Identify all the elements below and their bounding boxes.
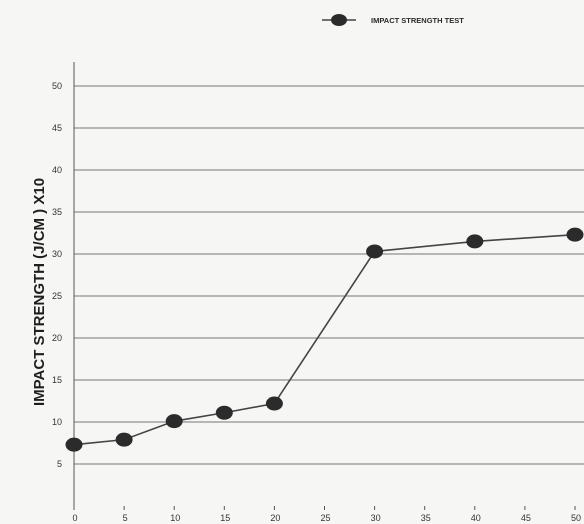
y-tick-label: 15 (52, 375, 62, 385)
series-line (73, 233, 576, 446)
data-point-x10 (165, 414, 183, 429)
data-point-x50 (566, 227, 584, 242)
x-tick-label: 25 (320, 513, 330, 523)
data-point-x5 (115, 432, 133, 447)
data-point-x30 (366, 244, 384, 259)
y-axis-title: IMPACT STRENGTH (J/CM ) X10 (31, 178, 48, 406)
x-tick-label: 15 (220, 513, 230, 523)
x-tick-label: 5 (123, 513, 128, 523)
x-tick-label: 40 (471, 513, 481, 523)
y-tick-label: 5 (57, 459, 62, 469)
y-tick-label: 40 (52, 165, 62, 175)
data-point-x40 (466, 234, 484, 249)
x-tick-labels: 0 5 10 15 20 25 30 35 40 45 50 (72, 506, 581, 523)
y-tick-label: 20 (52, 333, 62, 343)
x-tick-label: 0 (72, 513, 77, 523)
y-tick-labels: 5 10 15 20 25 30 35 40 45 50 (52, 81, 62, 469)
data-series (65, 227, 584, 452)
x-tick-label: 10 (170, 513, 180, 523)
grid-lines (74, 85, 584, 465)
y-tick-label: 10 (52, 417, 62, 427)
x-tick-label: 50 (571, 513, 581, 523)
y-tick-label: 45 (52, 123, 62, 133)
x-tick-label: 30 (371, 513, 381, 523)
legend-marker-swatch (331, 14, 347, 26)
x-tick-label: 35 (421, 513, 431, 523)
x-tick-label: 20 (270, 513, 280, 523)
data-point-x20 (265, 396, 283, 411)
y-tick-label: 35 (52, 207, 62, 217)
legend-label: IMPACT STRENGTH TEST (371, 16, 464, 25)
legend: IMPACT STRENGTH TEST (322, 14, 464, 26)
data-point-x0 (65, 437, 83, 452)
x-tick-label: 45 (521, 513, 531, 523)
data-point-x15 (215, 405, 233, 420)
y-tick-label: 50 (52, 81, 62, 91)
y-tick-label: 30 (52, 249, 62, 259)
y-tick-label: 25 (52, 291, 62, 301)
